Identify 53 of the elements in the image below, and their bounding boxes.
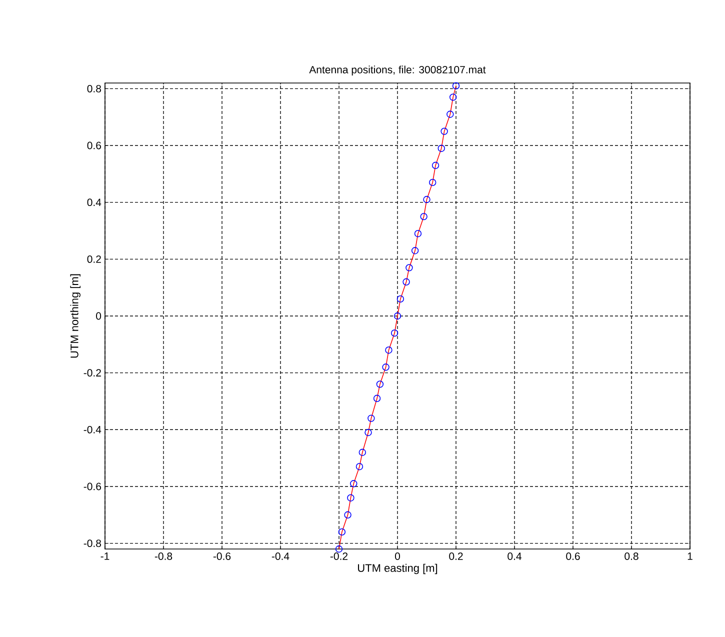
point bbox=[411, 247, 419, 254]
point bbox=[452, 82, 460, 90]
point bbox=[335, 545, 343, 553]
point bbox=[373, 394, 381, 402]
point bbox=[406, 264, 413, 272]
y-tick-label: 0.6 bbox=[87, 142, 102, 150]
point bbox=[358, 448, 366, 456]
point bbox=[382, 364, 390, 371]
x-tick-label: -0.8 bbox=[154, 552, 172, 560]
chart-title: Antenna positions, file: 30082107.mat bbox=[309, 66, 486, 76]
x-tick-label: 0.4 bbox=[508, 552, 522, 560]
point bbox=[432, 162, 440, 169]
point bbox=[420, 212, 428, 220]
point bbox=[376, 380, 384, 388]
y-tick-label: -0.8 bbox=[84, 540, 102, 548]
y-tick-label: 0.2 bbox=[87, 255, 101, 263]
point bbox=[396, 295, 404, 303]
y-tick-label: -0.6 bbox=[84, 482, 102, 490]
y-tick-label: 0.4 bbox=[87, 198, 102, 206]
x-tick-label: -0.4 bbox=[272, 552, 290, 560]
point bbox=[390, 329, 398, 337]
x-tick-label: -0.2 bbox=[330, 552, 348, 560]
point bbox=[385, 346, 392, 354]
point bbox=[356, 462, 364, 470]
point bbox=[438, 144, 445, 152]
y-tick-label: -0.2 bbox=[84, 369, 101, 377]
y-tick-label: 0 bbox=[96, 312, 102, 320]
point bbox=[347, 494, 354, 502]
point bbox=[429, 178, 436, 186]
point bbox=[350, 480, 358, 488]
point bbox=[402, 278, 410, 286]
x-tick-label: -0.6 bbox=[213, 552, 231, 560]
point bbox=[368, 414, 375, 422]
line-series bbox=[338, 85, 456, 550]
x-tick-label: 0.2 bbox=[449, 552, 463, 560]
x-tick-label: 1 bbox=[688, 552, 692, 560]
point bbox=[449, 94, 457, 101]
x-tick-label: -1 bbox=[100, 552, 110, 560]
y-tick-label: -0.4 bbox=[84, 426, 102, 434]
y-tick-label: 0.8 bbox=[87, 84, 102, 92]
x-tick-label: 0.6 bbox=[566, 552, 580, 560]
point bbox=[414, 230, 422, 238]
x-tick-label: 0 bbox=[394, 552, 400, 560]
point bbox=[440, 128, 448, 135]
point bbox=[446, 110, 454, 118]
point bbox=[364, 428, 372, 436]
y-axis-title: UTM northing [m] bbox=[70, 274, 80, 358]
x-axis-title: UTM easting [m] bbox=[358, 564, 438, 574]
point bbox=[423, 196, 430, 204]
point bbox=[344, 511, 352, 519]
x-tick-label: 0.8 bbox=[624, 552, 638, 560]
point bbox=[394, 312, 402, 320]
point bbox=[338, 528, 346, 536]
